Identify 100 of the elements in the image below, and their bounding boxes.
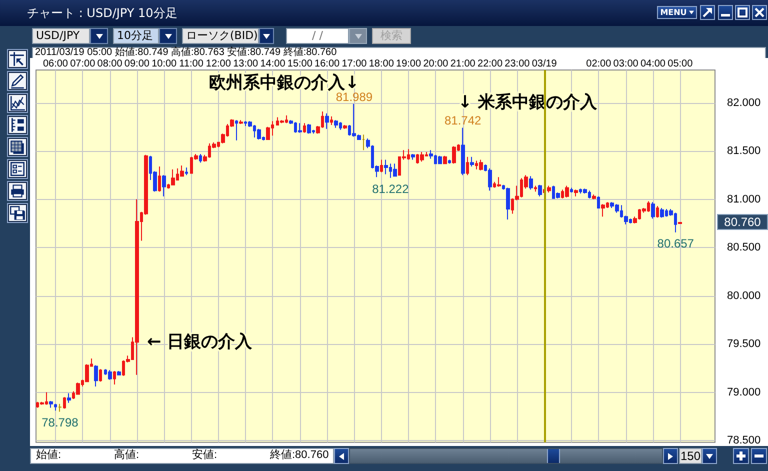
candlestick bbox=[570, 187, 573, 194]
x-tick-label: 10:00 bbox=[152, 58, 178, 70]
candlestick bbox=[411, 153, 415, 160]
text: 終値:80.760 bbox=[270, 448, 329, 463]
x-tick-label: 19:00 bbox=[396, 58, 422, 70]
y-tick-label: 81.500 bbox=[727, 145, 761, 158]
text: 安値: bbox=[192, 448, 218, 463]
candlestick bbox=[448, 159, 451, 164]
candlestick bbox=[76, 382, 80, 395]
candlestick bbox=[488, 168, 492, 192]
annotation: ← 日銀の介入 bbox=[146, 332, 254, 352]
candlestick bbox=[113, 370, 116, 386]
x-tick-label: 03/19 bbox=[532, 58, 558, 70]
candlestick bbox=[185, 166, 188, 176]
candlestick bbox=[330, 116, 333, 126]
candlestick bbox=[180, 165, 184, 177]
candlestick bbox=[534, 185, 537, 192]
chart-subtitle: 2011/03/19 05:00 始値:80.749 高値:80.763 安値:80.749 終値:80.760 bbox=[35, 47, 337, 59]
x-tick-label: 02:00 bbox=[586, 58, 612, 70]
x-tick-label: 23:00 bbox=[504, 58, 530, 70]
candlestick bbox=[452, 146, 456, 164]
candlestick bbox=[162, 174, 166, 197]
x-tick-label: 18:00 bbox=[368, 58, 394, 70]
candlestick bbox=[656, 206, 659, 218]
x-tick-label: 09:00 bbox=[124, 58, 150, 70]
y-tick-label: 78.500 bbox=[727, 434, 761, 446]
candlestick bbox=[171, 168, 175, 186]
x-tick-label: 17:00 bbox=[342, 58, 368, 70]
candlestick bbox=[58, 403, 62, 412]
candlestick bbox=[54, 403, 57, 412]
candlestick bbox=[529, 176, 533, 190]
candlestick bbox=[470, 156, 474, 167]
candlestick bbox=[592, 194, 596, 200]
candlestick bbox=[660, 207, 664, 218]
candlestick bbox=[108, 370, 112, 380]
candlestick bbox=[547, 185, 551, 194]
annotation: 78.798 bbox=[42, 416, 79, 430]
annotation: 80.657 bbox=[657, 236, 694, 250]
y-tick-label: 79.500 bbox=[727, 338, 761, 350]
candlestick bbox=[438, 155, 442, 164]
x-tick-label: 22:00 bbox=[478, 58, 503, 70]
x-tick-label: 07:00 bbox=[70, 58, 96, 70]
chart-title: チャート : USD/JPY 10分足 bbox=[27, 5, 178, 21]
candlestick bbox=[538, 184, 542, 197]
candlestick bbox=[678, 222, 682, 224]
x-tick-label: 05:00 bbox=[668, 58, 694, 70]
candlestick bbox=[565, 185, 569, 198]
candlestick bbox=[443, 155, 447, 164]
candlestick bbox=[239, 120, 243, 125]
y-tick-label: 80.000 bbox=[727, 290, 761, 302]
x-tick-label: 11:00 bbox=[179, 58, 204, 70]
candlestick bbox=[298, 122, 302, 134]
x-tick-label: 06:00 bbox=[42, 58, 68, 70]
candlestick bbox=[343, 124, 347, 130]
candlestick bbox=[307, 124, 311, 134]
text: 高値: bbox=[114, 448, 140, 463]
x-tick-label: 04:00 bbox=[640, 58, 666, 70]
price-tag: 80.760 bbox=[717, 214, 768, 230]
y-tick-label: 81.000 bbox=[727, 193, 761, 206]
candlestick bbox=[67, 392, 71, 404]
candlestick bbox=[63, 396, 66, 410]
candlestick bbox=[362, 134, 365, 151]
annotation: 81.742 bbox=[444, 114, 482, 128]
x-tick-label: 15:00 bbox=[287, 58, 313, 70]
candlestick bbox=[384, 159, 388, 175]
candlestick bbox=[257, 128, 261, 140]
candlestick bbox=[199, 153, 202, 164]
candlestick bbox=[574, 189, 578, 197]
candlestick bbox=[651, 202, 655, 220]
text: 始値: bbox=[36, 448, 62, 463]
x-tick-label: 13:00 bbox=[233, 58, 259, 70]
annotation: 81.222 bbox=[372, 182, 410, 196]
x-tick-label: 03:00 bbox=[613, 58, 639, 70]
candlestick bbox=[479, 159, 483, 171]
candlestick bbox=[325, 112, 329, 130]
y-tick-label: 82.000 bbox=[727, 96, 761, 109]
candlestick bbox=[461, 127, 465, 176]
candlestick bbox=[303, 122, 306, 134]
candlestick bbox=[99, 368, 102, 382]
count-field: 150 bbox=[679, 448, 702, 464]
candlestick bbox=[235, 120, 238, 141]
x-tick-label: 08:00 bbox=[97, 58, 123, 70]
y-tick-label: 79.000 bbox=[727, 386, 761, 398]
x-tick-label: 12:00 bbox=[206, 58, 232, 70]
candlestick bbox=[497, 176, 501, 188]
x-tick-label: 21:00 bbox=[450, 58, 476, 70]
candlestick bbox=[94, 364, 98, 387]
candlestick bbox=[466, 156, 469, 176]
candlestick bbox=[506, 187, 510, 220]
x-tick-label: 16:00 bbox=[314, 58, 340, 70]
candlestick bbox=[393, 163, 397, 177]
candlestick bbox=[49, 400, 53, 408]
candlestick bbox=[117, 370, 121, 376]
menu-button: MENU bbox=[657, 6, 697, 19]
candlestick bbox=[334, 120, 338, 128]
candlestick bbox=[380, 159, 383, 173]
y-tick-label: 80.500 bbox=[727, 242, 761, 254]
candlestick bbox=[420, 152, 424, 162]
candlestick bbox=[597, 196, 600, 208]
candlestick bbox=[158, 166, 161, 192]
